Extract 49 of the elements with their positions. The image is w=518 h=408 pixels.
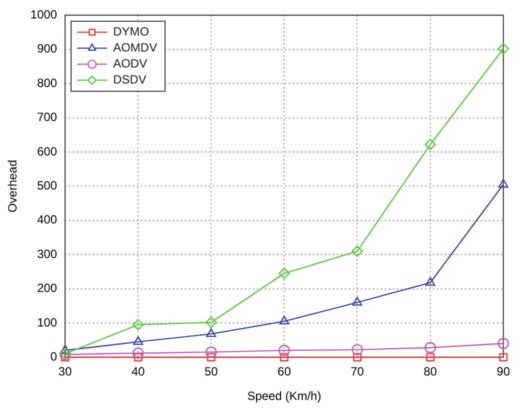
point bbox=[206, 328, 216, 338]
x-tick-label: 70 bbox=[350, 364, 364, 379]
point bbox=[498, 338, 509, 350]
y-tick-label: 1000 bbox=[30, 8, 58, 22]
point bbox=[278, 344, 290, 356]
y-tick-label: 100 bbox=[37, 315, 58, 330]
legend-label: DSDV bbox=[113, 72, 146, 87]
point bbox=[60, 344, 70, 354]
point bbox=[499, 353, 508, 362]
point bbox=[425, 277, 436, 286]
y-tick-label: 600 bbox=[37, 144, 58, 158]
y-tick-label: 800 bbox=[37, 76, 58, 90]
x-tick-label: 30 bbox=[58, 364, 72, 379]
x-axis-title: Speed (Km/h) bbox=[247, 389, 322, 404]
point bbox=[134, 353, 142, 362]
x-tick-label: 40 bbox=[131, 364, 146, 379]
y-tick-label: 400 bbox=[37, 212, 58, 227]
point bbox=[132, 347, 144, 359]
point bbox=[279, 316, 290, 324]
x-tick-label: 50 bbox=[204, 364, 218, 379]
legend-label: AOMDV bbox=[113, 40, 158, 55]
point bbox=[133, 336, 144, 345]
point bbox=[426, 353, 434, 362]
legend-label: AODV bbox=[113, 56, 148, 71]
point bbox=[207, 353, 216, 362]
point bbox=[498, 178, 508, 188]
y-tick-label: 900 bbox=[37, 42, 58, 56]
y-tick-label: 0 bbox=[50, 350, 58, 364]
point bbox=[206, 346, 217, 358]
x-tick-label: 80 bbox=[424, 364, 438, 379]
point bbox=[424, 342, 436, 354]
point bbox=[206, 316, 217, 328]
point bbox=[278, 268, 290, 280]
x-tick-label: 60 bbox=[278, 364, 292, 379]
y-axis-title: Overhead bbox=[6, 160, 20, 213]
point bbox=[424, 138, 436, 150]
x-tick-label: 90 bbox=[496, 364, 510, 379]
point bbox=[352, 246, 363, 257]
point bbox=[280, 353, 288, 362]
y-tick-label: 300 bbox=[37, 246, 58, 261]
point bbox=[498, 43, 509, 54]
point bbox=[353, 353, 362, 362]
legend-label: DYMO bbox=[113, 24, 150, 39]
y-tick-label: 700 bbox=[37, 110, 58, 124]
y-tick-label: 200 bbox=[37, 281, 58, 296]
point bbox=[132, 319, 144, 330]
y-tick-label: 500 bbox=[37, 178, 58, 193]
point bbox=[352, 344, 363, 356]
point bbox=[352, 296, 362, 306]
